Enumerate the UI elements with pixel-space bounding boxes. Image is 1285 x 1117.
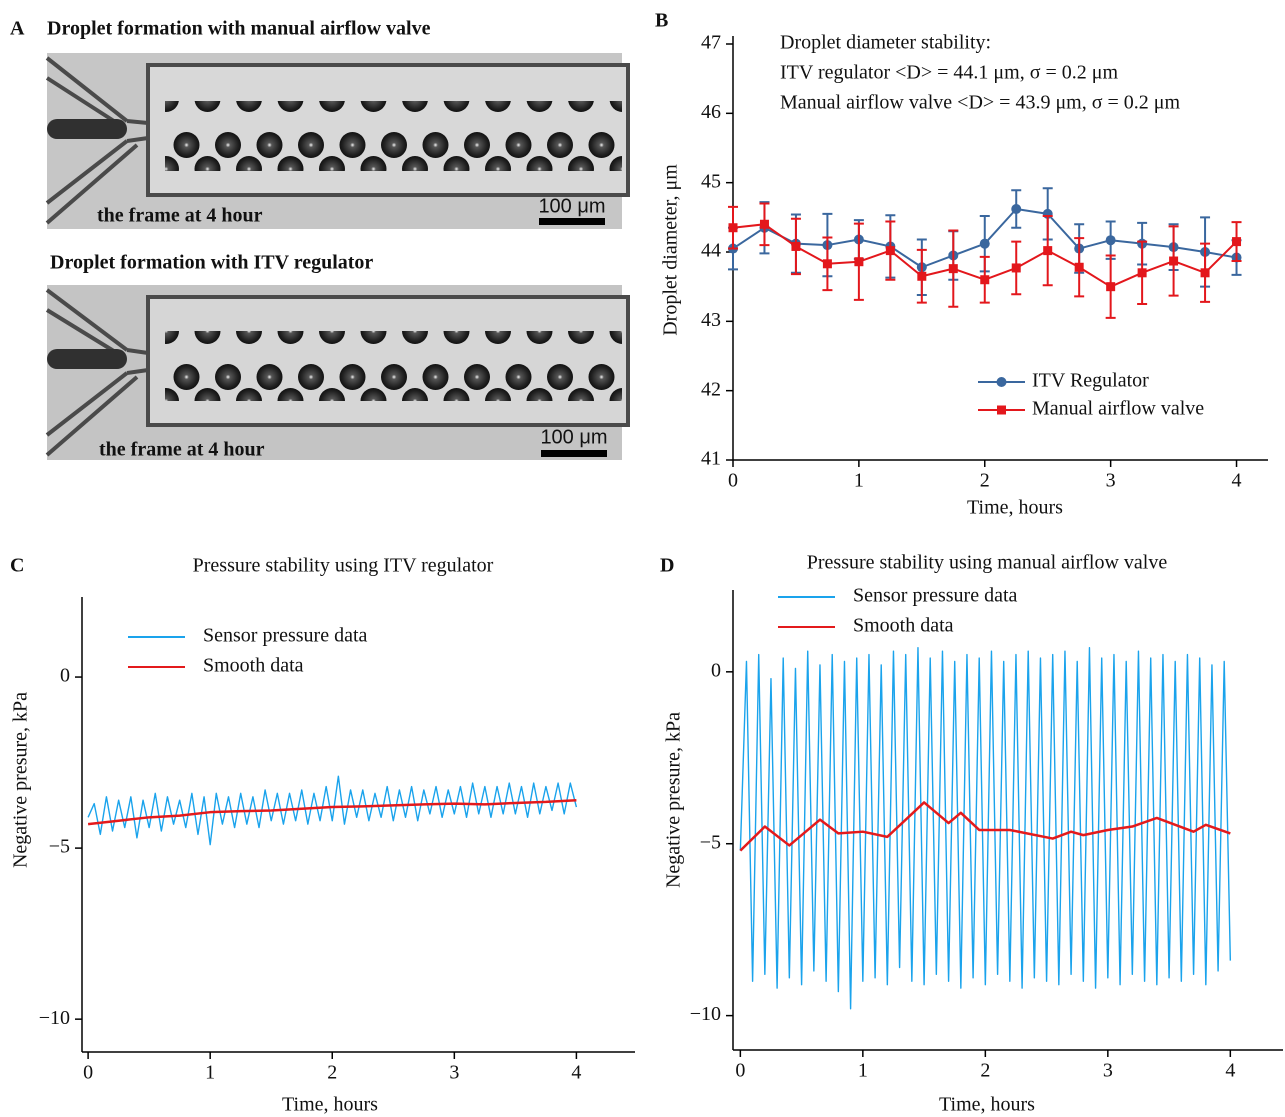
micrograph: the frame at 4 hour 100 μm	[45, 285, 630, 461]
x-tick-label: 2	[327, 1062, 337, 1084]
series-line	[739, 801, 1231, 852]
marker	[728, 223, 738, 233]
legend-label: Sensor pressure data	[203, 625, 368, 647]
y-axis-label: Droplet diameter, μm	[660, 164, 682, 336]
x-tick-label: 1	[858, 1060, 868, 1082]
marker	[1232, 237, 1242, 247]
y-tick-label: 0	[60, 665, 70, 687]
annotation: Droplet diameter stability:	[780, 32, 991, 54]
marker	[1011, 263, 1021, 273]
y-tick-label: 47	[701, 32, 721, 54]
marker	[1074, 262, 1084, 272]
marker	[1169, 256, 1179, 266]
chart-title: Pressure stability using ITV regulator	[193, 555, 494, 577]
marker	[979, 238, 990, 249]
y-tick-label: 46	[701, 101, 721, 123]
image-caption: the frame at 4 hour	[99, 439, 265, 461]
y-tick-label: −5	[700, 831, 721, 853]
panel-label: B	[655, 10, 668, 32]
y-tick-label: 44	[701, 240, 721, 262]
marker	[1011, 204, 1022, 215]
marker	[1106, 282, 1116, 292]
x-tick-label: 2	[980, 1060, 990, 1082]
legend-marker	[996, 377, 1007, 387]
marker	[759, 219, 769, 229]
image-caption: the frame at 4 hour	[97, 205, 263, 227]
x-tick-label: 3	[1103, 1060, 1113, 1082]
legend-marker	[997, 405, 1006, 415]
marker	[1043, 246, 1053, 256]
panel-label: C	[10, 555, 24, 577]
marker	[854, 257, 864, 267]
scale-bar-label: 100 μm	[538, 195, 605, 217]
y-axis-label: Negative presure, kPa	[663, 712, 685, 888]
marker	[948, 264, 958, 274]
marker	[1105, 235, 1116, 246]
legend-label: Sensor pressure data	[853, 585, 1018, 607]
y-tick-label: −10	[39, 1007, 70, 1029]
y-tick-label: −10	[690, 1003, 721, 1025]
micrograph: the frame at 4 hour 100 μm	[45, 53, 630, 229]
x-tick-label: 2	[980, 470, 990, 492]
x-axis-label: Time, hours	[282, 1094, 378, 1116]
annotation: Manual airflow valve <D> = 43.9 μm, σ = …	[780, 92, 1181, 114]
marker	[1200, 268, 1210, 278]
legend-label: Manual airflow valve	[1032, 398, 1204, 420]
image-title: Droplet formation with ITV regulator	[50, 252, 373, 274]
y-axis-label: Negative presure, kPa	[10, 692, 32, 868]
annotation: ITV regulator <D> = 44.1 μm, σ = 0.2 μm	[780, 62, 1118, 84]
x-tick-label: 3	[449, 1062, 459, 1084]
scale-bar-label: 100 μm	[540, 426, 607, 448]
x-tick-label: 0	[735, 1060, 745, 1082]
y-tick-label: 43	[701, 309, 721, 331]
image-title: Droplet formation with manual airflow va…	[47, 18, 431, 40]
x-tick-label: 1	[205, 1062, 215, 1084]
series-line	[87, 798, 577, 826]
legend-label: Smooth data	[853, 615, 954, 637]
legend-label: Smooth data	[203, 655, 304, 677]
panel-label: A	[10, 18, 25, 40]
x-tick-label: 4	[1225, 1060, 1235, 1082]
marker	[791, 241, 801, 251]
marker	[1137, 268, 1147, 278]
chart-title: Pressure stability using manual airflow …	[807, 552, 1168, 574]
x-axis-label: Time, hours	[939, 1094, 1035, 1116]
series-line	[87, 775, 578, 846]
panel-label: D	[660, 555, 674, 577]
y-tick-label: 45	[701, 170, 721, 192]
y-tick-label: 0	[711, 659, 721, 681]
x-axis-label: Time, hours	[967, 497, 1063, 519]
x-tick-label: 1	[854, 470, 864, 492]
y-tick-label: −5	[49, 836, 70, 858]
x-tick-label: 4	[571, 1062, 581, 1084]
x-tick-label: 0	[83, 1062, 93, 1084]
x-tick-label: 4	[1232, 470, 1242, 492]
marker	[822, 259, 832, 269]
marker	[980, 275, 990, 285]
marker	[885, 246, 895, 256]
marker	[917, 271, 927, 281]
y-tick-label: 42	[701, 378, 721, 400]
y-tick-label: 41	[701, 448, 721, 470]
legend-label: ITV Regulator	[1032, 370, 1149, 392]
x-tick-label: 3	[1106, 470, 1116, 492]
series-line	[739, 647, 1232, 1010]
x-tick-label: 0	[728, 470, 738, 492]
